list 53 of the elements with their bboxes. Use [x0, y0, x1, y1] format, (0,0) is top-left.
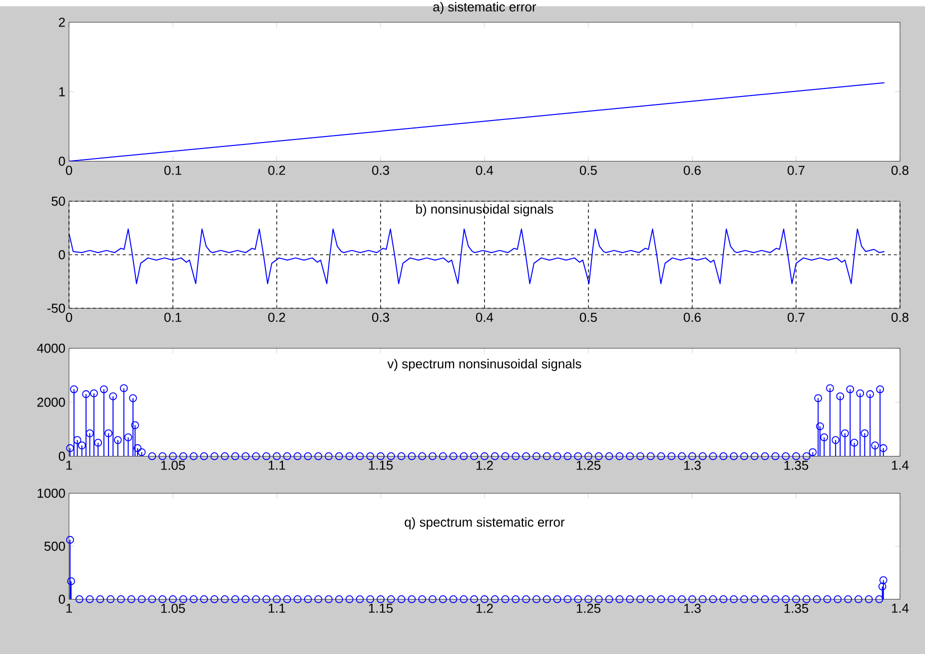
x-tick-label: 1.4: [892, 460, 909, 470]
y-tick-label: 50: [52, 196, 65, 206]
x-tick-label: 1.35: [784, 460, 808, 470]
line-series: [69, 228, 885, 284]
x-tick-label: 1.05: [161, 460, 185, 470]
x-tick-label: 1.25: [576, 604, 600, 613]
x-tick-label: 1: [66, 460, 72, 470]
x-tick-label: 0: [66, 312, 72, 322]
y-tick-label: 1: [59, 87, 65, 96]
x-tick-label: 0: [66, 166, 72, 175]
y-tick-label: -50: [47, 304, 65, 313]
x-tick-label: 1.4: [892, 604, 909, 613]
y-tick-label: 500: [44, 542, 65, 551]
x-tick-label: 1.15: [369, 460, 393, 470]
x-tick-label: 1: [66, 604, 72, 613]
x-tick-label: 0.5: [580, 312, 597, 322]
x-tick-label: 1.1: [268, 460, 286, 470]
x-tick-label: 1.25: [576, 460, 600, 470]
x-tick-label: 1.3: [684, 460, 701, 470]
y-tick-label: 0: [58, 452, 65, 461]
x-tick-label: 0.6: [684, 166, 701, 175]
x-tick-label: 1.05: [161, 604, 185, 613]
y-tick-label: 0: [58, 156, 65, 166]
x-tick-label: 0.4: [476, 166, 494, 175]
y-tick-label: 0: [58, 594, 65, 604]
x-tick-label: 1.35: [784, 604, 808, 613]
y-tick-label: 0: [58, 250, 65, 260]
chart-title: a) sistematic error: [433, 2, 536, 14]
y-tick-label: 1000: [38, 488, 65, 498]
y-tick-label: 2000: [37, 398, 65, 407]
x-tick-label: 0.2: [268, 166, 286, 175]
y-tick-label: 2: [58, 18, 65, 27]
x-tick-label: 1.2: [476, 460, 493, 470]
text: v) spectrum nonsinusoidal signals: [387, 358, 582, 371]
x-tick-label: 1.2: [476, 604, 493, 613]
x-tick-label: 1.1: [268, 604, 286, 613]
chart-title: b) nonsinusoidal signals: [416, 204, 554, 216]
y-tick-label: 4000: [36, 344, 65, 353]
x-tick-label: 0.5: [580, 166, 597, 175]
text: q) spectrum sistematic error: [404, 517, 565, 530]
x-tick-label: 0.3: [372, 166, 390, 175]
x-tick-label: 0.7: [788, 312, 804, 322]
x-tick-label: 0.6: [684, 312, 701, 322]
x-tick-label: 0.3: [372, 312, 390, 322]
x-tick-label: 0.8: [891, 312, 908, 322]
x-tick-label: 1.15: [369, 604, 393, 613]
x-tick-label: 0.1: [164, 312, 182, 322]
x-tick-label: 0.2: [268, 312, 286, 322]
x-tick-label: 0.7: [788, 166, 804, 175]
x-tick-label: 1.3: [684, 604, 701, 613]
x-tick-label: 0.4: [476, 312, 494, 322]
x-tick-label: 0.8: [891, 166, 908, 175]
x-tick-label: 0.1: [164, 166, 182, 175]
